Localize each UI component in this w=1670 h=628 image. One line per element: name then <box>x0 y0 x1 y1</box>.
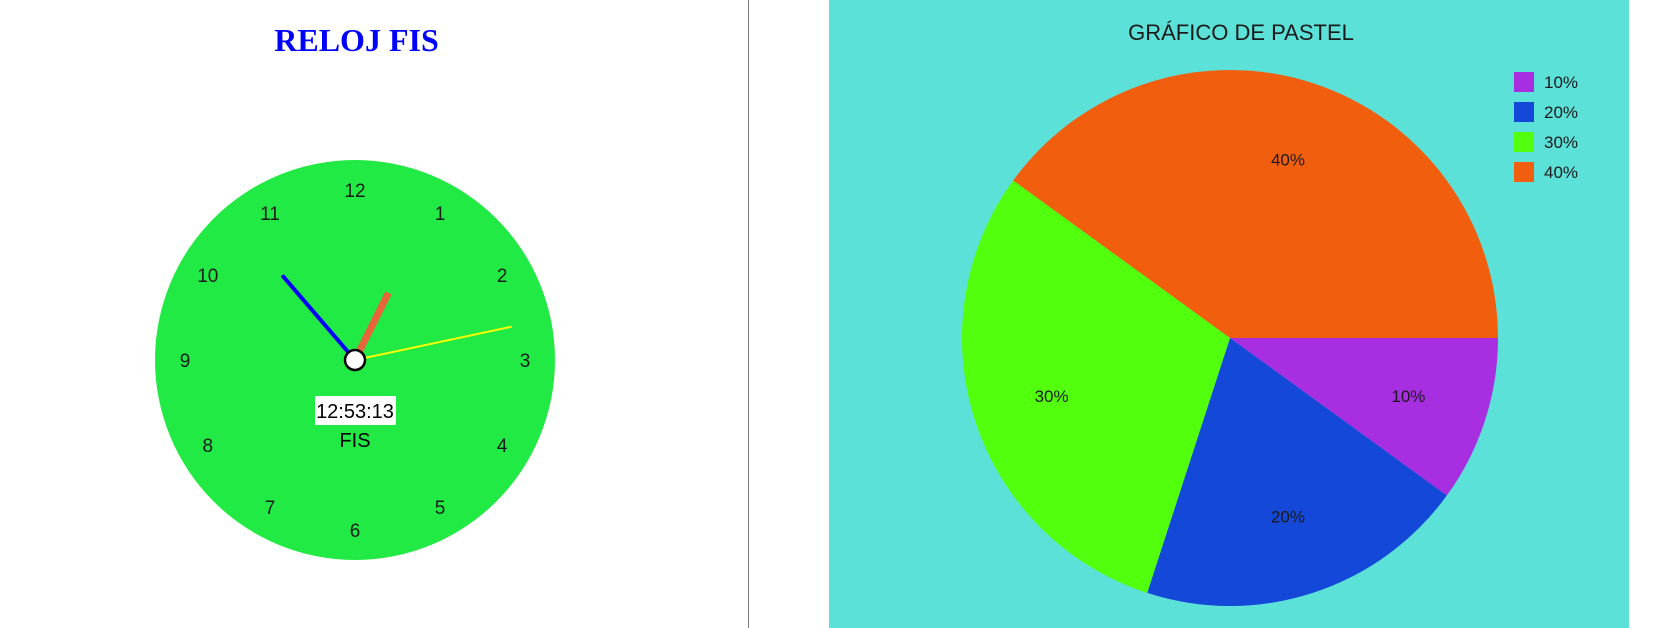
pie-slice-label: 30% <box>1035 387 1069 406</box>
legend-swatch <box>1514 132 1534 152</box>
pie-slice <box>1013 70 1498 338</box>
minute-hand <box>281 274 357 362</box>
digital-time-box <box>315 396 396 425</box>
clock-center-pin <box>343 348 367 372</box>
clock-number: 8 <box>202 436 213 457</box>
pie-chart-panel: GRÁFICO DE PASTEL 10% 20% 30% 40% 10% 20% 30%… <box>829 0 1629 628</box>
clock-brand: FIS <box>339 430 370 452</box>
legend-label: 30% <box>1544 133 1578 152</box>
clock-number: 10 <box>197 266 218 287</box>
pie-slice-label: 20% <box>1271 507 1305 526</box>
legend-label: 40% <box>1544 163 1578 182</box>
chart-title: GRÁFICO DE PASTEL <box>1128 20 1354 45</box>
clock-number: 3 <box>520 351 531 372</box>
digital-time: 12:53:13 <box>316 401 394 423</box>
clock-number: 4 <box>497 436 508 457</box>
legend-label: 10% <box>1544 73 1578 92</box>
pie-slice <box>961 180 1230 593</box>
panel-divider <box>748 0 749 628</box>
legend-swatch <box>1514 102 1534 122</box>
hour-hand <box>351 291 392 362</box>
pie-slice <box>1230 338 1498 496</box>
pie-slice <box>1147 338 1447 606</box>
clock-panel: RELOJ FIS 12 1 2 3 4 5 6 7 8 9 10 11 12:53:13 FIS <box>0 0 748 628</box>
clock-number: 5 <box>435 498 446 519</box>
clock-number: 9 <box>180 351 191 372</box>
legend-swatch <box>1514 72 1534 92</box>
clock-number: 2 <box>497 266 508 287</box>
clock-number: 11 <box>260 204 280 225</box>
legend-swatch <box>1514 162 1534 182</box>
clock-number: 12 <box>344 181 365 202</box>
clock-number: 6 <box>350 521 361 542</box>
pie-slice-label: 10% <box>1391 387 1425 406</box>
clock-title: RELOJ FIS <box>274 22 439 58</box>
pie-chart-svg: GRÁFICO DE PASTEL 10% 20% 30% 40% 10% 20% 30%… <box>961 20 1578 606</box>
second-hand <box>354 325 512 361</box>
legend-label: 20% <box>1544 103 1578 122</box>
pie-slice-label: 40% <box>1271 151 1305 170</box>
clock-number: 1 <box>435 204 446 225</box>
clock-number: 7 <box>265 498 276 519</box>
